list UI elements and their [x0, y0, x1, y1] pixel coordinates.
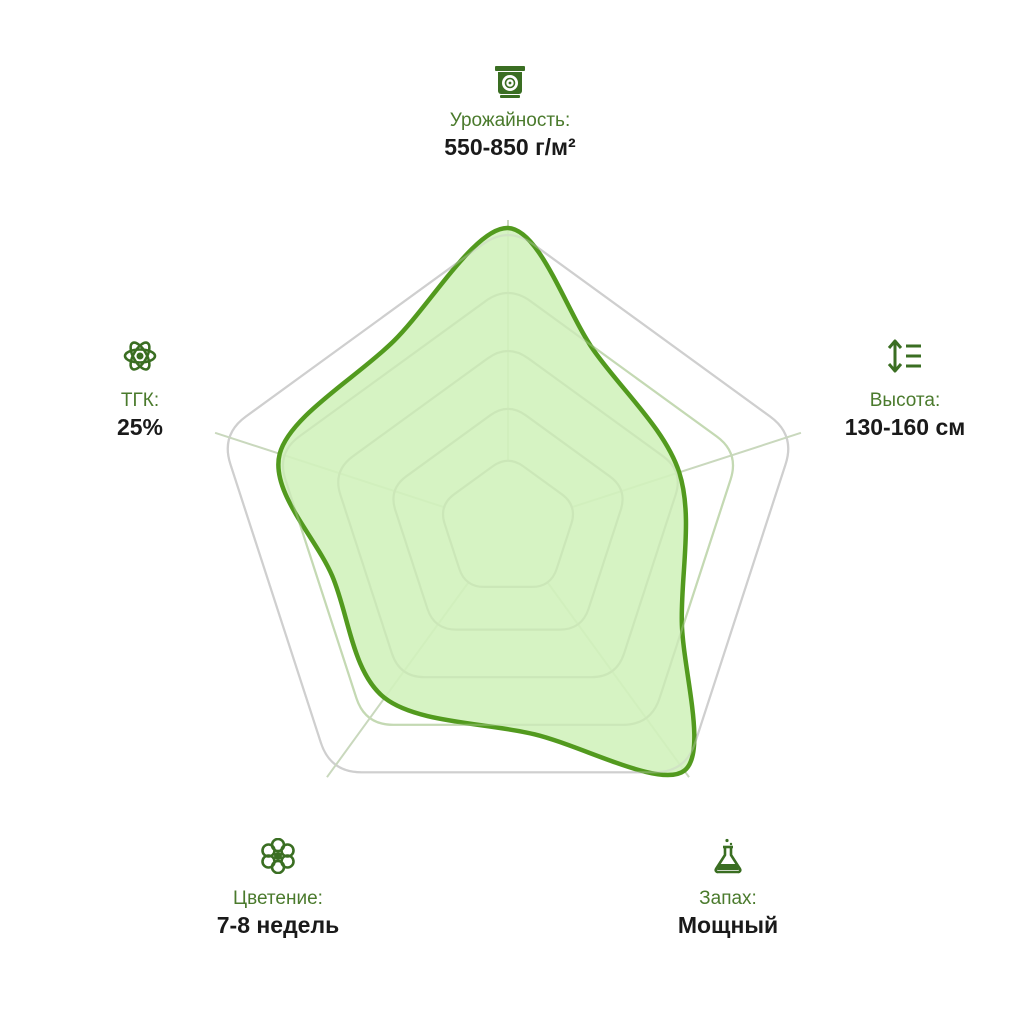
axis-smell: Запах: Мощный — [628, 838, 828, 940]
grid-ring-1-overlay — [441, 459, 575, 588]
atom-icon — [123, 341, 157, 371]
series-area — [276, 225, 697, 778]
axis-yield-label: Урожайность: — [449, 110, 571, 131]
axis-height-value: 130-160 см — [844, 414, 966, 440]
axis-smell-value: Мощный — [677, 912, 779, 938]
grid-ring-2-overlay — [392, 407, 624, 631]
axis-height-label: Высота: — [869, 390, 941, 411]
grid-ring-4-overlay — [281, 291, 735, 726]
axis-height: Высота: 130-160 см — [820, 338, 990, 442]
axis-smell-label: Запах: — [699, 888, 757, 909]
flower-icon — [261, 838, 295, 874]
height-arrows-icon — [887, 339, 921, 373]
grid-ring-3-overlay — [337, 349, 679, 679]
axis-yield-value: 550-850 г/м² — [444, 134, 576, 160]
axis-thc-value: 25% — [116, 414, 164, 440]
scale-icon — [495, 66, 525, 98]
axis-flowering-label: Цветение: — [233, 888, 323, 909]
axis-flowering-value: 7-8 недель — [216, 912, 340, 938]
radar-grid-overlay — [226, 234, 790, 774]
axis-thc: ТГК: 25% — [60, 338, 220, 442]
axis-flowering: Цветение: 7-8 недель — [178, 838, 378, 940]
radar-series — [276, 225, 697, 778]
axis-thc-label: ТГК: — [120, 390, 160, 411]
axis-yield: Урожайность: 550-850 г/м² — [400, 64, 620, 162]
grid-ring-5-overlay — [226, 234, 790, 774]
flask-icon — [714, 838, 742, 874]
